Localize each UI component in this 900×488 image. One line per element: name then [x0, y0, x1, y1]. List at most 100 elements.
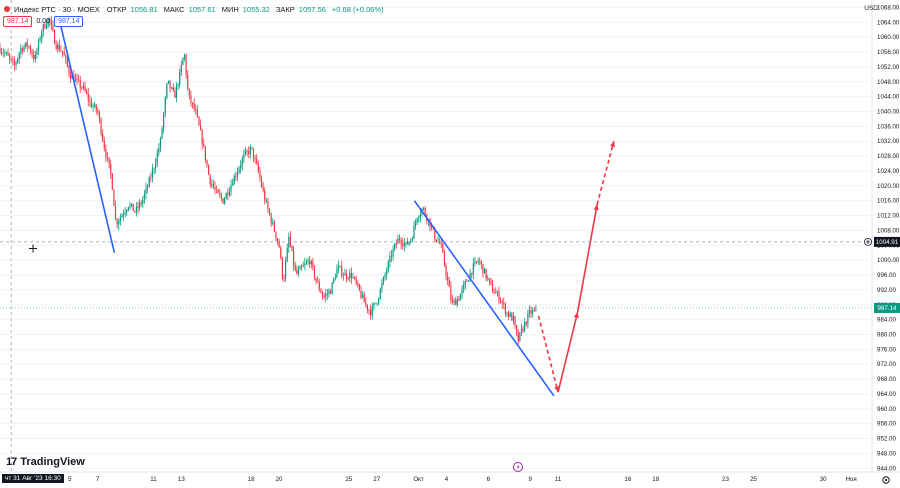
candle-body — [98, 112, 101, 120]
candle-body — [106, 157, 109, 159]
axes — [0, 0, 900, 473]
candle-body — [163, 113, 165, 129]
ask-badge[interactable]: 987.14 — [54, 16, 84, 27]
candle-body — [405, 241, 407, 244]
forecast-arrows — [537, 141, 616, 393]
candle-body — [318, 282, 320, 290]
change-value: +0.68 (+0.06%) — [331, 4, 384, 14]
candle-body — [416, 218, 418, 223]
candle-body — [408, 241, 410, 245]
candle-body — [135, 206, 137, 212]
candle-body — [447, 275, 449, 281]
candle-body — [265, 201, 267, 202]
candle-body — [398, 238, 401, 241]
candle-body — [341, 266, 343, 276]
candle-body — [190, 95, 192, 103]
candle-body — [272, 222, 274, 224]
candle-body — [183, 54, 186, 58]
bid-badge[interactable]: 987.14 — [3, 16, 33, 27]
candle-body — [95, 104, 97, 111]
candle-body — [283, 278, 285, 279]
candle-body — [328, 290, 330, 294]
candle-body — [373, 303, 375, 307]
y-tick-label: 968.00 — [877, 376, 896, 383]
price-axis[interactable]: 944.00 948.00 952.00 956.00 960.00 964.00 968.… — [0, 4, 900, 472]
x-tick-label: 13 — [178, 476, 185, 483]
y-tick-label: 944.00 — [877, 465, 896, 472]
y-tick-label: 980.00 — [877, 331, 896, 338]
candle-body — [130, 203, 133, 205]
candle-body — [435, 239, 438, 242]
candle-body — [508, 312, 510, 317]
y-tick-label: 1032.00 — [877, 138, 900, 145]
candle-body — [390, 255, 393, 257]
candle-body — [268, 209, 271, 215]
candle-body — [90, 101, 93, 108]
candle-body — [199, 125, 202, 131]
event-marker[interactable] — [513, 462, 523, 472]
y-tick-label: 1016.00 — [877, 198, 900, 205]
time-axis[interactable]: 5 7 11 13 18 20 25 27 Окт 4 6 9 11 16 18 23 25 30 Ноя — [68, 476, 857, 483]
candle-body — [177, 84, 179, 86]
tradingview-logo-icon: 17 — [6, 456, 17, 468]
x-tick-label: 5 — [68, 476, 72, 483]
candle-body — [240, 165, 242, 169]
candle-body — [275, 231, 277, 239]
settings-icon-group[interactable] — [882, 476, 890, 484]
candle-body — [286, 247, 288, 262]
candle-body — [159, 138, 162, 149]
lightning-bolt — [516, 464, 520, 470]
currency-label[interactable]: USD — [864, 5, 878, 12]
symbol-title[interactable]: Индекс РТС · 30 · MOEX — [14, 4, 100, 14]
candle-body — [74, 78, 77, 82]
candle-body — [280, 247, 282, 258]
y-tick-label: 948.00 — [877, 450, 896, 457]
chart-header: Индекс РТС · 30 · MOEX ОТКР 1056.81 МАКС… — [4, 3, 384, 15]
y-tick-label: 1000.00 — [877, 257, 900, 264]
candle-body — [222, 198, 224, 204]
candle-body — [127, 207, 129, 211]
candle-body — [97, 110, 99, 113]
candle-body — [345, 273, 348, 279]
x-tick-label: Ноя — [845, 476, 856, 483]
candle-body — [395, 243, 397, 245]
candle-body — [23, 46, 25, 52]
candle-body — [116, 219, 118, 225]
candle-body — [517, 333, 519, 342]
candle-body — [124, 212, 126, 215]
candle-body — [264, 190, 266, 202]
last-price-box — [874, 302, 900, 313]
candle-body — [169, 80, 171, 89]
y-tick-label: 992.00 — [877, 287, 896, 294]
forecast-segment — [557, 311, 579, 393]
tradingview-logo[interactable]: 17 TradingView — [6, 456, 85, 468]
x-tick-label: 16 — [624, 476, 631, 483]
x-tick-label: 25 — [750, 476, 757, 483]
high-label: МАКС — [163, 4, 185, 14]
candle-body — [495, 292, 497, 294]
candle-body — [207, 165, 210, 175]
candle-body — [187, 74, 189, 89]
candle-body — [182, 57, 184, 66]
candle-body — [236, 172, 239, 177]
candle-body — [42, 24, 44, 32]
candle-body — [119, 217, 121, 222]
candle-body — [260, 178, 263, 187]
candle-body — [516, 325, 518, 334]
candle-body — [304, 263, 306, 266]
candle-body — [225, 193, 227, 199]
candle-body — [456, 299, 458, 305]
candle-body — [262, 186, 264, 191]
candle-body — [175, 85, 178, 98]
crosshair-price-box — [874, 236, 900, 247]
candle-body — [440, 243, 442, 245]
candle-body — [487, 278, 489, 280]
candle-body — [301, 266, 303, 268]
candle-body — [164, 97, 166, 114]
candle-body — [353, 277, 356, 279]
candle-body — [291, 245, 293, 251]
candle-body — [442, 243, 444, 253]
candle-body — [288, 236, 290, 248]
